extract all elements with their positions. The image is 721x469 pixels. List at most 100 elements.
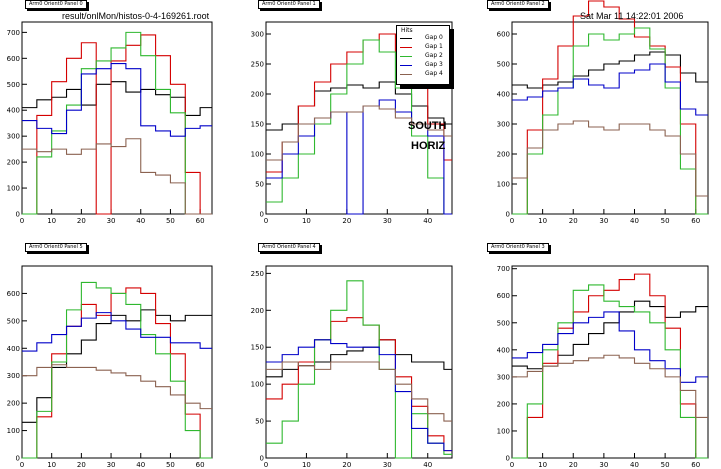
legend-entry: Gap 3 [399,61,447,70]
y-tick-label: 200 [251,91,264,99]
x-tick-label: 40 [423,461,432,469]
file-path-header: result/onlMon/histos-0-4-169261.root [62,11,210,21]
y-tick-label: 100 [7,185,20,193]
legend-entry: Gap 0 [399,34,447,43]
x-tick-label: 20 [342,461,351,469]
series-line [22,62,212,137]
x-tick-label: 0 [264,217,268,225]
panel-title: Arm0 Orient0 Panel 1 [258,0,320,9]
series-line [512,120,708,197]
x-tick-label: 10 [47,461,56,469]
series-line [266,339,452,378]
series-line [266,339,452,452]
series-line [266,99,452,215]
x-tick-label: 0 [510,217,514,225]
y-tick-label: 200 [7,159,20,167]
y-tick-label: 50 [255,418,264,426]
legend-label: Gap 3 [425,61,443,68]
y-tick-label: 300 [497,373,510,381]
legend-title: Hits [401,27,413,34]
legend-box: Hits Gap 0 Gap 1 Gap 2 Gap 3 Gap 4 [396,25,450,85]
y-tick-label: 400 [497,91,510,99]
y-tick-label: 0 [506,455,510,463]
x-tick-label: 30 [599,217,608,225]
legend-swatch [400,56,412,57]
y-tick-label: 400 [497,346,510,354]
y-tick-label: 500 [7,317,20,325]
x-tick-label: 40 [630,461,639,469]
y-tick-label: 50 [255,181,264,189]
x-tick-label: 20 [77,461,86,469]
legend-label: Gap 4 [425,70,443,77]
x-tick-label: 40 [136,217,145,225]
series-line [266,280,452,459]
y-tick-label: 150 [251,121,264,129]
x-tick-label: 20 [569,461,578,469]
panel-title: Arm0 Orient0 Panel 3 [487,243,549,252]
x-tick-label: 30 [383,461,392,469]
x-tick-label: 30 [107,217,116,225]
series-line [22,309,212,423]
series-line [22,281,212,459]
x-tick-label: 30 [383,217,392,225]
x-tick-label: 10 [302,461,311,469]
series-line [22,312,212,352]
series-line [512,354,708,418]
x-tick-label: 0 [510,461,514,469]
y-tick-label: 600 [497,31,510,39]
y-tick-label: 200 [497,400,510,408]
legend-label: Gap 1 [425,43,443,50]
x-tick-label: 60 [691,461,700,469]
x-tick-label: 0 [20,461,24,469]
x-tick-label: 50 [166,461,175,469]
x-tick-label: 20 [569,217,578,225]
x-tick-label: 30 [107,461,116,469]
x-tick-label: 50 [166,217,175,225]
x-tick-label: 20 [342,217,351,225]
y-tick-label: 300 [7,133,20,141]
orientation-label-horiz: HORIZ [411,140,446,152]
y-tick-label: 300 [7,372,20,380]
series-line [22,81,212,116]
series-line [266,361,452,422]
y-tick-label: 300 [251,31,264,39]
x-tick-label: 40 [423,217,432,225]
y-tick-label: 100 [497,427,510,435]
y-tick-label: 0 [16,455,20,463]
x-tick-label: 30 [599,461,608,469]
x-tick-label: 60 [196,461,205,469]
y-tick-label: 250 [251,61,264,69]
y-tick-label: 700 [7,29,20,37]
x-tick-label: 10 [538,461,547,469]
x-tick-label: 50 [661,461,670,469]
series-line [512,300,708,370]
panel-title: Arm0 Orient0 Panel 4 [258,243,320,252]
y-tick-label: 0 [260,455,264,463]
legend-swatch [400,47,412,48]
legend-label: Gap 2 [425,52,443,59]
plot-frame [21,21,213,215]
series-line [22,364,212,410]
y-tick-label: 200 [251,307,264,315]
y-tick-label: 300 [497,121,510,129]
legend-entry: Gap 2 [399,52,447,61]
series-line [22,34,212,215]
y-tick-label: 500 [7,81,20,89]
y-tick-label: 600 [497,292,510,300]
y-tick-label: 0 [506,211,510,219]
legend-swatch [400,65,412,66]
series-line [22,31,212,215]
y-tick-label: 600 [7,55,20,63]
series-line [512,27,708,215]
series-line [512,311,708,383]
legend-label: Gap 0 [425,34,443,41]
x-tick-label: 0 [20,217,24,225]
x-tick-label: 60 [196,217,205,225]
y-tick-label: 100 [7,427,20,435]
plot-frame [511,265,709,459]
panel-title: Arm0 Orient0 Panel 2 [487,0,549,9]
y-tick-label: 500 [497,319,510,327]
y-tick-label: 250 [251,270,264,278]
y-tick-label: 0 [260,211,264,219]
